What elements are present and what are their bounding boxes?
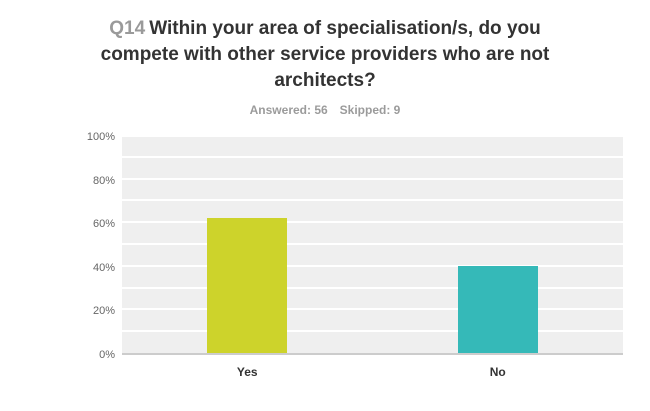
y-axis-tick-label: 80%: [92, 174, 115, 187]
y-axis-tick-label: 0%: [99, 349, 115, 361]
y-axis-tick-label: 20%: [92, 305, 115, 318]
answered-count: Answered: 56: [249, 103, 328, 117]
y-axis-tick-label: 60%: [92, 218, 115, 231]
skipped-count: Skipped: 9: [339, 103, 401, 117]
x-axis-category-label: Yes: [236, 365, 258, 379]
question-title: Q14 Within your area of specialisation/s,…: [90, 16, 560, 94]
gridline: [122, 264, 623, 267]
question-number: Q14: [109, 18, 146, 39]
gridline: [122, 221, 623, 224]
gridline: [122, 330, 623, 333]
gridline: [122, 155, 623, 158]
x-axis-category-label: No: [489, 365, 506, 379]
gridline: [122, 286, 623, 289]
gridline: [122, 134, 623, 136]
gridline: [122, 243, 623, 245]
response-stats: Answered: 56 Skipped: 9: [0, 103, 650, 117]
bar-no[interactable]: [457, 265, 538, 353]
gridline: [122, 199, 623, 202]
y-axis-tick-label: 40%: [92, 261, 115, 274]
bar-yes[interactable]: [207, 217, 288, 353]
gridline: [122, 177, 623, 180]
gridline: [122, 308, 623, 311]
question-text: Within your area of specialisation/s, do…: [100, 18, 550, 91]
y-axis-tick-label: 100%: [86, 131, 115, 143]
plot-area: [122, 134, 623, 355]
